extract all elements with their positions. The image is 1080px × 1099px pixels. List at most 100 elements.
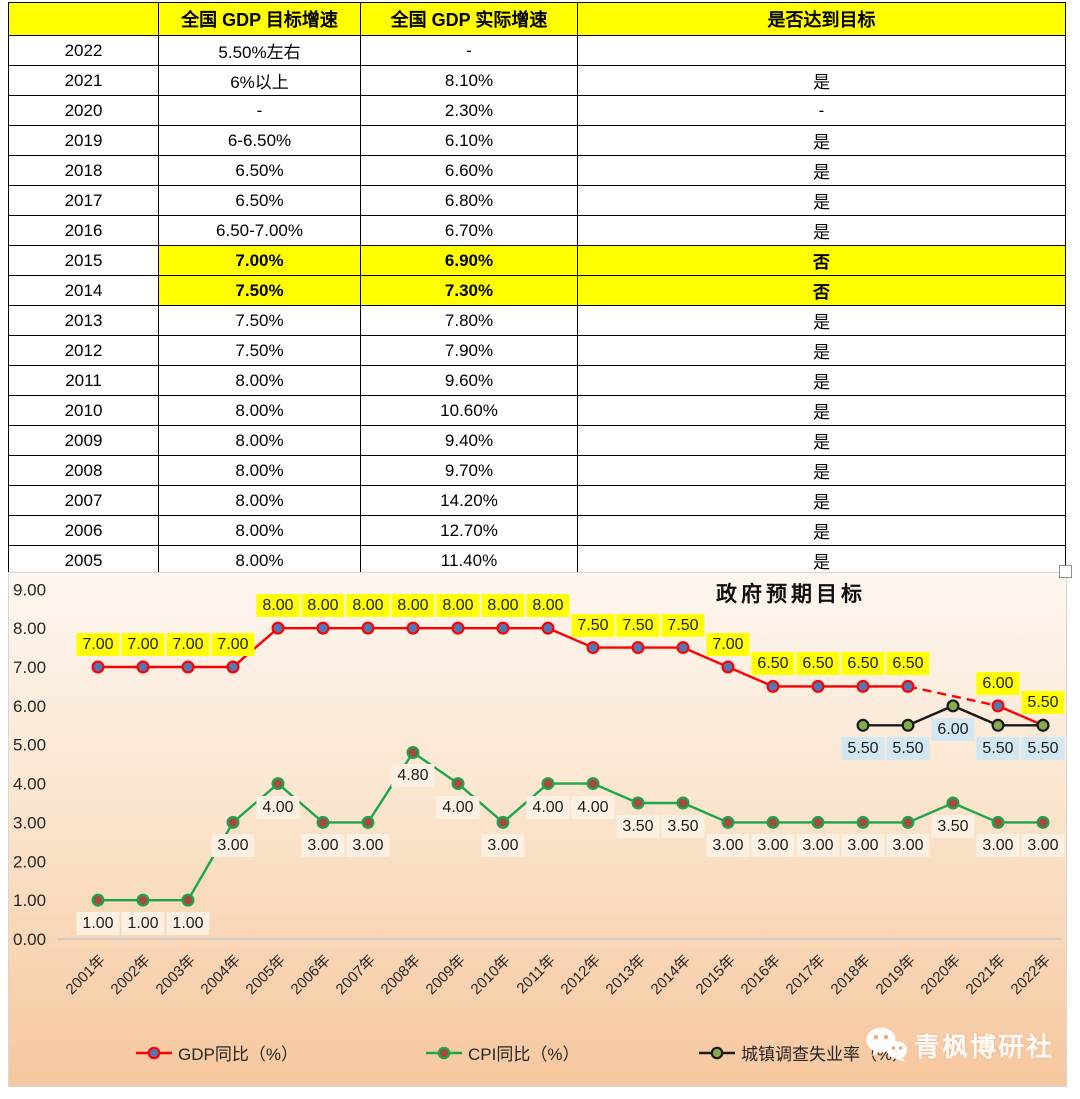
target-cell: 7.50%: [158, 275, 361, 306]
legend-label-cpi: CPI同比（%）: [468, 1045, 580, 1064]
x-tick-label: 2014年: [648, 952, 694, 998]
cpi-legend-marker-icon: [426, 1046, 462, 1059]
unemployment-marker: [991, 718, 1005, 732]
met-cell: 是: [577, 455, 1066, 486]
gdp-marker: [316, 621, 330, 635]
cpi-marker: [676, 796, 690, 810]
met-cell: 是: [577, 125, 1066, 156]
header-target-met: 是否达到目标: [577, 2, 1066, 36]
met-cell: 是: [577, 395, 1066, 426]
target-cell: 8.00%: [158, 425, 361, 456]
cpi-marker: [496, 815, 510, 829]
gdp-marker: [991, 699, 1005, 713]
year-cell: 2014: [8, 275, 159, 306]
gdp-marker: [631, 641, 645, 655]
gdp-marker: [136, 660, 150, 674]
gdp-marker: [226, 660, 240, 674]
table-row: 2021 6%以上 8.10% 是: [8, 65, 1066, 96]
header-gdp-actual: 全国 GDP 实际增速: [360, 2, 578, 36]
watermark-text: 青枫博研社: [913, 1031, 1054, 1062]
actual-cell: 9.70%: [360, 455, 578, 486]
actual-cell: 12.70%: [360, 515, 578, 546]
actual-cell: 6.60%: [360, 155, 578, 186]
gdp-marker: [901, 679, 915, 693]
table-row: 2019 6-6.50% 6.10% 是: [8, 125, 1066, 156]
cpi-marker: [901, 815, 915, 829]
gdp-line: [907, 685, 999, 708]
met-cell: 否: [577, 275, 1066, 306]
target-cell: 8.00%: [158, 365, 361, 396]
x-tick-label: 2004年: [198, 952, 244, 998]
unemployment-marker: [1036, 718, 1050, 732]
gdp-marker: [271, 621, 285, 635]
cpi-marker: [541, 777, 555, 791]
year-cell: 2021: [8, 65, 159, 96]
x-tick-label: 2002年: [108, 952, 154, 998]
table-row: 2014 7.50% 7.30% 否: [8, 275, 1066, 306]
cpi-marker: [856, 815, 870, 829]
table-row: 2012 7.50% 7.90% 是: [8, 335, 1066, 366]
target-cell: 8.00%: [158, 395, 361, 426]
x-tick-label: 2016年: [738, 952, 784, 998]
year-cell: 2005: [8, 545, 159, 576]
met-cell: 是: [577, 425, 1066, 456]
met-cell: 是: [577, 545, 1066, 576]
x-tick-label: 2015年: [693, 952, 739, 998]
year-cell: 2008: [8, 455, 159, 486]
cpi-marker: [406, 745, 420, 759]
cpi-marker: [451, 777, 465, 791]
chart-title: 政府预期目标: [716, 581, 866, 606]
x-tick-label: 2011年: [513, 952, 558, 997]
table-row: 2006 8.00% 12.70% 是: [8, 515, 1066, 546]
gdp-marker: [541, 621, 555, 635]
year-cell: 2011: [8, 365, 159, 396]
met-cell: 是: [577, 515, 1066, 546]
chart-selection-handle[interactable]: [1059, 565, 1072, 578]
met-cell: 是: [577, 485, 1066, 516]
met-cell: 是: [577, 335, 1066, 366]
actual-cell: 8.10%: [360, 65, 578, 96]
y-tick-label: 1.00: [13, 891, 46, 910]
header-year: [8, 2, 159, 36]
table-row: 2010 8.00% 10.60% 是: [8, 395, 1066, 426]
met-cell: [577, 35, 1066, 66]
year-cell: 2019: [8, 125, 159, 156]
actual-cell: 6.80%: [360, 185, 578, 216]
table-row: 2013 7.50% 7.80% 是: [8, 305, 1066, 336]
table-row: 2018 6.50% 6.60% 是: [8, 155, 1066, 186]
actual-cell: 7.30%: [360, 275, 578, 306]
target-cell: 6.50%: [158, 185, 361, 216]
table-row: 2007 8.00% 14.20% 是: [8, 485, 1066, 516]
gdp-marker: [451, 621, 465, 635]
actual-cell: 9.60%: [360, 365, 578, 396]
cpi-marker: [136, 893, 150, 907]
table-row: 2022 5.50%左右 -: [8, 35, 1066, 66]
cpi-marker: [766, 815, 780, 829]
cpi-marker: [181, 893, 195, 907]
y-tick-label: 2.00: [13, 852, 46, 871]
table-row: 2015 7.00% 6.90% 否: [8, 245, 1066, 276]
cpi-marker: [226, 815, 240, 829]
cpi-marker: [91, 893, 105, 907]
year-cell: 2022: [8, 35, 159, 66]
year-cell: 2015: [8, 245, 159, 276]
met-cell: 是: [577, 65, 1066, 96]
cpi-marker: [586, 777, 600, 791]
target-cell: 8.00%: [158, 485, 361, 516]
gdp-marker: [181, 660, 195, 674]
cpi-marker: [946, 796, 960, 810]
target-cell: 6.50%: [158, 155, 361, 186]
x-tick-label: 2008年: [378, 952, 424, 998]
x-tick-label: 2012年: [558, 952, 604, 998]
chart-canvas: 9.00 8.00 7.00 6.00 5.00 4.00 3.00 2.00 1.00 0.00…: [13, 580, 1061, 998]
actual-cell: 11.40%: [360, 545, 578, 576]
wechat-icon: [866, 1027, 907, 1062]
header-gdp-target: 全国 GDP 目标增速: [158, 2, 361, 36]
target-cell: 7.50%: [158, 335, 361, 366]
target-cell: 8.00%: [158, 515, 361, 546]
legend-label-gdp: GDP同比（%）: [178, 1045, 298, 1064]
x-tick-label: 2001年: [63, 952, 109, 998]
legend-label-unemployment: 城镇调查失业率（%）: [741, 1045, 910, 1064]
target-cell: 6.50-7.00%: [158, 215, 361, 246]
target-cell: 6%以上: [158, 65, 361, 96]
